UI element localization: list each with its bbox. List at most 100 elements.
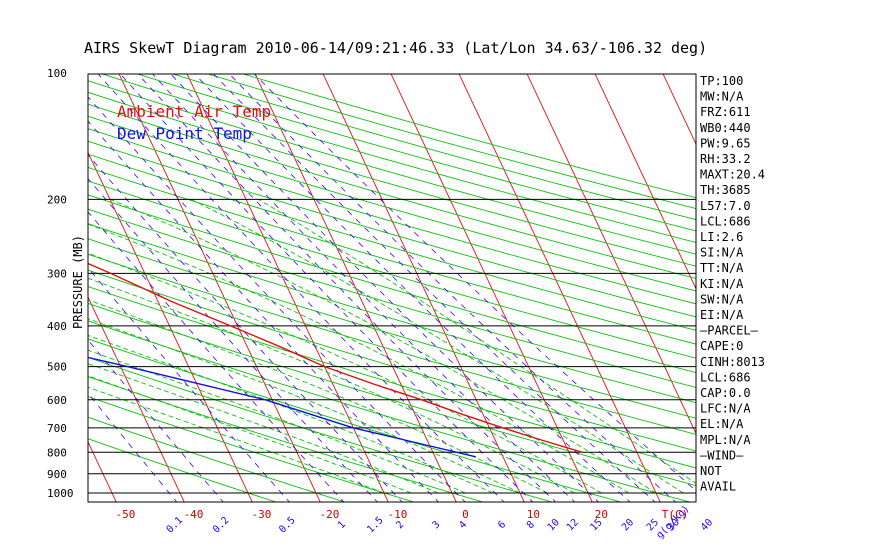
dry-adiabat-line [206, 74, 696, 210]
pressure-tick-label: 200 [47, 193, 67, 206]
index-label: MAXT:20.4 [700, 168, 765, 182]
dry-adiabat-line [88, 269, 696, 452]
isotherm-line [118, 74, 321, 502]
index-label: TH:3685 [700, 183, 751, 197]
dry-adiabat-line [88, 223, 696, 404]
dew-point-temp-line [88, 356, 476, 458]
index-label: NOT [700, 464, 722, 478]
dry-adiabat-line [135, 74, 696, 232]
chart-title: AIRS SkewT Diagram 2010-06-14/09:21:46.3… [84, 39, 707, 57]
mixing-ratio-label: 1 [336, 519, 348, 531]
isotherm-line [88, 151, 253, 502]
mixing-ratio-line [88, 178, 378, 502]
dry-adiabat-line [88, 376, 485, 502]
index-label: CINH:8013 [700, 355, 765, 369]
dry-adiabat-line [241, 74, 696, 199]
index-label: WB0:440 [700, 121, 751, 135]
mixing-ratio-label: 10 [546, 517, 562, 533]
dry-adiabat-line [88, 80, 696, 255]
mixing-ratio-line [88, 120, 439, 502]
index-label: EI:N/A [700, 308, 744, 322]
mixing-ratio-line [152, 74, 576, 502]
mixing-ratio-line [88, 267, 290, 502]
dry-adiabat-line [88, 153, 696, 331]
bottom-temp-tick-label: T(C) [662, 508, 689, 521]
isobar-layer [88, 198, 696, 494]
dry-adiabat-line [88, 320, 692, 502]
index-label: LCL:686 [700, 370, 751, 384]
mixing-ratio-label: 0.5 [277, 515, 298, 536]
mixing-ratio-label: 2 [394, 519, 406, 531]
dry-adiabat-line [88, 194, 696, 374]
bottom-temp-tick-label: -50 [115, 508, 135, 521]
mixing-ratio-label: 4 [457, 519, 469, 531]
dry-adiabat-line [88, 91, 696, 267]
index-label: CAPE:0 [700, 339, 743, 353]
mixing-ratio-label: 3 [431, 519, 443, 531]
index-label: PW:9.65 [700, 136, 751, 150]
index-label: MPL:N/A [700, 433, 751, 447]
isotherm-line [390, 74, 593, 502]
bottom-temp-tick-label: 20 [595, 508, 608, 521]
dry-adiabat-line [88, 140, 696, 318]
dry-adiabat-line [171, 74, 696, 221]
pressure-tick-label: 600 [47, 394, 67, 407]
index-label: AVAIL [700, 480, 736, 494]
dry-adiabat-line [100, 74, 696, 243]
mixing-ratio-line [97, 74, 505, 502]
index-label: LFC:N/A [700, 402, 751, 416]
series-layer [88, 262, 583, 458]
dry-adiabat-line [88, 416, 347, 502]
pressure-tick-label: 500 [47, 361, 67, 374]
moist-adiabat-line [88, 334, 493, 494]
index-label: TT:N/A [700, 261, 744, 275]
pressure-tick-label: 700 [47, 422, 67, 435]
moist-adiabat-line [88, 277, 575, 494]
mixing-ratio-label: 40 [699, 517, 715, 533]
index-label: —PARCEL— [700, 324, 759, 338]
mixing-ratio-line [137, 74, 557, 502]
pressure-tick-label: 100 [47, 67, 67, 80]
legend: Ambient Air Temp Dew Point Temp [117, 102, 271, 143]
index-label: RH:33.2 [700, 152, 751, 166]
dry-adiabat-line [88, 253, 696, 435]
dry-adiabat-line [88, 396, 416, 502]
bottom-temp-tick-label: 10 [527, 508, 540, 521]
index-label: KI:N/A [700, 277, 744, 291]
isotherm-line [662, 74, 696, 146]
mixing-ratio-label: 1.5 [365, 515, 386, 536]
isotherm-line [458, 74, 661, 502]
pressure-tick-label: 400 [47, 320, 67, 333]
legend-dew-point: Dew Point Temp [117, 124, 252, 143]
label-layer: 1002003004005006007008009001000-120-110-… [47, 67, 765, 541]
index-label: EL:N/A [700, 417, 744, 431]
mixing-ratio-line [88, 154, 403, 502]
index-label: SW:N/A [700, 292, 744, 306]
dry-adiabat-line [88, 238, 696, 419]
mixing-ratio-line [194, 74, 631, 502]
index-label: SI:N/A [700, 246, 744, 260]
y-axis-label: PRESSURE (MB) [71, 235, 85, 329]
isotherm-line [0, 64, 49, 504]
isotherm-line [186, 74, 389, 502]
dry-adiabat-line [88, 302, 696, 487]
bottom-temp-tick-label: 0 [462, 508, 469, 521]
mixing-ratio-line [170, 74, 600, 502]
index-label: LI:2.6 [700, 230, 743, 244]
dry-adiabat-line [88, 338, 623, 502]
dry-adiabat-line [88, 166, 696, 345]
mixing-ratio-label: 20 [620, 517, 636, 533]
dry-adiabat-line [88, 180, 696, 359]
bottom-temp-tick-label: -10 [387, 508, 407, 521]
dry-adiabat-line [88, 286, 696, 469]
index-label: —WIND— [700, 448, 744, 462]
index-label: L57:7.0 [700, 199, 751, 213]
index-label: CAP:0.0 [700, 386, 751, 400]
moist-adiabat-line [88, 375, 412, 494]
mixing-ratio-label: 0.1 [165, 515, 186, 536]
bottom-temp-tick-label: -40 [183, 508, 203, 521]
dry-adiabat-line [88, 103, 696, 279]
isotherm-line [526, 74, 696, 435]
mixing-ratio-label: 12 [565, 517, 581, 533]
